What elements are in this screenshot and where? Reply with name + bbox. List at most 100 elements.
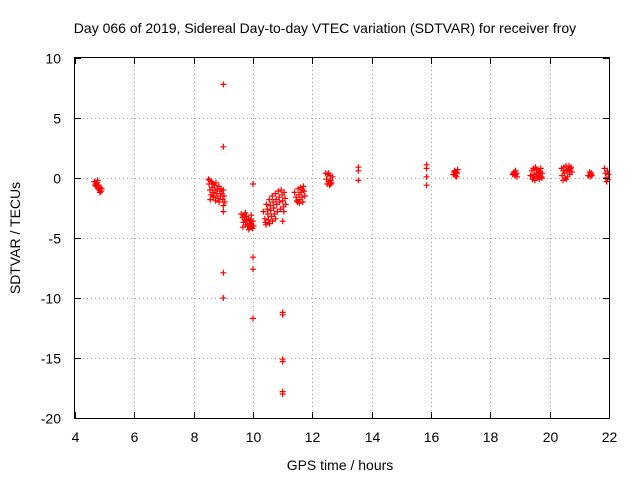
data-point bbox=[92, 182, 99, 189]
data-point bbox=[423, 165, 430, 172]
data-point bbox=[355, 177, 362, 184]
axis-ticks: 4 6 8 10 12 14 16 18 20 22 10 5 0 -5 -10 -15 -20 bbox=[41, 51, 618, 446]
data-point bbox=[282, 201, 289, 208]
data-point bbox=[538, 175, 545, 181]
data-point bbox=[245, 226, 252, 233]
data-point bbox=[220, 143, 227, 150]
data-point bbox=[238, 211, 245, 217]
data-point bbox=[568, 164, 575, 171]
data-point bbox=[423, 182, 430, 189]
data-point bbox=[250, 315, 256, 322]
data-point bbox=[329, 173, 336, 180]
data-point bbox=[212, 179, 219, 186]
data-point bbox=[279, 309, 286, 316]
data-point bbox=[220, 193, 227, 199]
y-tick-label: 10 bbox=[45, 51, 61, 67]
data-point bbox=[299, 187, 306, 193]
data-point bbox=[328, 179, 335, 186]
data-point bbox=[279, 391, 286, 397]
data-point bbox=[453, 173, 460, 180]
y-tick-label: 0 bbox=[53, 171, 61, 187]
data-point bbox=[220, 81, 227, 88]
y-tick-label: -5 bbox=[49, 231, 62, 247]
data-point bbox=[260, 208, 267, 215]
data-point bbox=[279, 218, 286, 225]
data-point bbox=[296, 200, 303, 207]
data-point bbox=[282, 195, 289, 202]
data-point bbox=[206, 177, 213, 184]
data-point bbox=[270, 205, 277, 211]
data-point bbox=[209, 181, 216, 187]
data-point bbox=[212, 197, 219, 204]
data-point bbox=[265, 217, 272, 223]
data-point bbox=[221, 199, 228, 205]
data-point bbox=[325, 170, 332, 177]
data-point bbox=[512, 171, 519, 178]
data-point bbox=[250, 254, 256, 261]
data-point bbox=[263, 221, 270, 228]
data-point bbox=[605, 171, 612, 178]
data-point bbox=[250, 266, 256, 273]
data-point bbox=[220, 208, 227, 215]
data-point bbox=[272, 215, 279, 222]
data-point bbox=[454, 166, 461, 173]
data-point bbox=[248, 212, 255, 219]
data-point bbox=[220, 295, 227, 301]
x-tick-label: 14 bbox=[365, 429, 381, 445]
data-point bbox=[264, 211, 271, 217]
data-point bbox=[423, 173, 430, 180]
data-points bbox=[91, 81, 612, 397]
x-tick-label: 18 bbox=[483, 429, 499, 445]
data-point bbox=[242, 209, 249, 216]
data-point bbox=[220, 187, 227, 193]
data-point bbox=[566, 167, 573, 174]
y-axis-label: SDTVAR / TECUs bbox=[7, 182, 23, 294]
data-point bbox=[263, 201, 270, 208]
x-axis-label: GPS time / hours bbox=[287, 457, 394, 473]
grid bbox=[75, 58, 609, 418]
plot-frame bbox=[74, 57, 610, 419]
y-tick-label: 5 bbox=[53, 111, 61, 127]
data-point bbox=[535, 170, 542, 177]
data-point bbox=[299, 199, 306, 205]
data-point bbox=[207, 196, 214, 203]
data-point bbox=[280, 208, 287, 215]
x-tick-label: 22 bbox=[602, 429, 618, 445]
y-tick-label: -15 bbox=[41, 351, 61, 367]
data-point bbox=[355, 167, 362, 174]
data-point bbox=[587, 173, 594, 180]
data-point bbox=[220, 202, 227, 209]
data-point bbox=[563, 176, 570, 183]
data-point bbox=[560, 167, 567, 174]
data-point bbox=[220, 269, 227, 276]
data-point bbox=[250, 181, 256, 187]
data-point bbox=[527, 172, 534, 179]
chart-title: Day 066 of 2019, Sidereal Day-to-day VTE… bbox=[74, 20, 576, 36]
data-point bbox=[568, 169, 575, 175]
data-point bbox=[281, 189, 288, 196]
data-point bbox=[96, 189, 103, 196]
data-point bbox=[275, 188, 282, 195]
x-tick-label: 12 bbox=[305, 429, 321, 445]
data-point bbox=[537, 165, 544, 172]
x-tick-label: 8 bbox=[191, 429, 199, 445]
x-tick-label: 20 bbox=[543, 429, 559, 445]
y-tick-label: -20 bbox=[41, 411, 61, 427]
data-point bbox=[327, 181, 334, 187]
data-point bbox=[250, 223, 257, 229]
data-point bbox=[533, 166, 540, 173]
data-point bbox=[301, 193, 308, 199]
data-point bbox=[266, 196, 273, 203]
data-point bbox=[291, 189, 298, 196]
data-point bbox=[210, 193, 217, 199]
x-tick-label: 4 bbox=[72, 429, 80, 445]
data-point bbox=[279, 358, 286, 365]
data-point bbox=[530, 173, 537, 180]
data-point bbox=[98, 185, 105, 192]
y-tick-label: -10 bbox=[41, 291, 61, 307]
data-point bbox=[298, 194, 305, 201]
x-tick-label: 6 bbox=[131, 429, 139, 445]
data-point bbox=[276, 199, 283, 205]
x-tick-label: 16 bbox=[424, 429, 440, 445]
